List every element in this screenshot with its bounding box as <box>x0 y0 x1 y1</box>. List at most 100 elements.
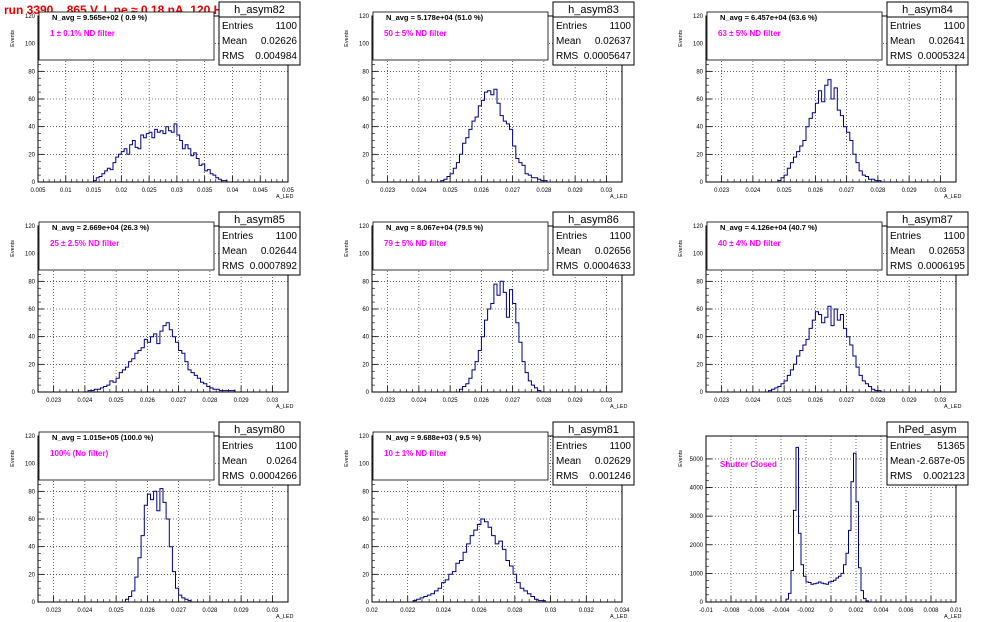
x-tick-label: -0.004 <box>772 608 790 614</box>
x-tick-label: 0.024 <box>411 398 427 404</box>
y-tick-label: 0 <box>32 600 36 606</box>
y-tick-label: 20 <box>28 362 35 368</box>
x-tick-label: 0.029 <box>902 398 918 404</box>
x-tick-label: 0.005 <box>30 188 46 194</box>
x-tick-label: 0.045 <box>253 188 269 194</box>
x-tick-label: 0.05 <box>282 188 294 194</box>
y-tick-label: 60 <box>362 97 369 103</box>
stats-label: Entries <box>890 231 921 242</box>
stats-value: 0.02656 <box>595 246 632 257</box>
y-tick-label: 20 <box>28 572 35 578</box>
chart-panel-h_asym87: 0.023 0.024 0.025 0.026 0.027 0.028 0.029 0.03 0… <box>678 211 969 410</box>
x-tick-label: 0.025 <box>443 188 459 194</box>
y-axis-label: Events <box>678 450 684 467</box>
y-tick-label: 20 <box>696 152 703 158</box>
x-tick-label: -0.008 <box>722 608 740 614</box>
filter-annotation: 79 ± 5% ND filter <box>384 239 447 248</box>
x-tick-label: 0.03 <box>267 608 279 614</box>
stats-value: 1100 <box>609 441 631 452</box>
stats-label: RMS <box>556 471 579 482</box>
stats-label: Entries <box>556 21 587 32</box>
stats-box <box>218 211 301 276</box>
y-tick-label: 120 <box>693 14 704 20</box>
stats-label: Mean <box>556 456 581 467</box>
x-tick-label: 0.03 <box>545 608 557 614</box>
y-tick-label: 40 <box>28 545 35 551</box>
navg-text: N_avg = 1.015e+05 (100.0 %) <box>52 433 154 442</box>
x-tick-label: 0.028 <box>536 398 552 404</box>
stats-value: 1100 <box>275 231 297 242</box>
x-tick-label: 0.006 <box>898 608 914 614</box>
y-tick-label: 80 <box>28 489 35 495</box>
y-tick-label: 80 <box>362 489 369 495</box>
navg-text: N_avg = 2.669e+04 (26.3 %) <box>52 223 150 232</box>
x-tick-label: 0.023 <box>46 398 62 404</box>
x-tick-label: -0.01 <box>699 608 713 614</box>
y-tick-label: 60 <box>28 307 35 313</box>
stats-value: 0.0007892 <box>250 261 298 272</box>
x-tick-label: 0.002 <box>848 608 864 614</box>
x-tick-label: 0.023 <box>714 398 730 404</box>
navg-text: N_avg = 8.067e+04 (79.5 %) <box>386 223 484 232</box>
stats-label: Entries <box>556 441 587 452</box>
y-tick-label: 0 <box>366 390 370 396</box>
y-tick-label: 20 <box>362 362 369 368</box>
x-tick-label: 0.03 <box>935 398 947 404</box>
stats-label: Mean <box>890 246 915 257</box>
stats-value: 0.0005324 <box>918 51 966 62</box>
y-tick-label: 20 <box>362 572 369 578</box>
y-tick-label: 20 <box>28 152 35 158</box>
x-tick-label: 0.024 <box>77 398 93 404</box>
histogram-line <box>125 488 192 602</box>
x-tick-label: 0.035 <box>197 188 213 194</box>
y-tick-label: 100 <box>25 42 36 48</box>
y-tick-label: 100 <box>359 252 370 258</box>
stats-value: 1100 <box>943 231 965 242</box>
x-tick-label: 0.028 <box>202 608 218 614</box>
x-tick-label: 0.025 <box>142 188 158 194</box>
stats-value: 0.02637 <box>595 36 632 47</box>
x-tick-label: 0.004 <box>873 608 889 614</box>
y-tick-label: 80 <box>28 279 35 285</box>
stats-value: 0.0004633 <box>584 261 632 272</box>
chart-panel-h_asym80: 0.023 0.024 0.025 0.026 0.027 0.028 0.029 0.03 0… <box>10 421 301 620</box>
x-tick-label: -0.002 <box>797 608 815 614</box>
stats-box <box>218 421 301 486</box>
x-tick-label: 0.027 <box>505 188 521 194</box>
x-tick-label: -0.006 <box>747 608 765 614</box>
y-tick-label: 0 <box>32 390 36 396</box>
stats-value: 0.02644 <box>261 246 298 257</box>
x-tick-label: 0.026 <box>474 398 490 404</box>
navg-text: N_avg = 9.688e+03 ( 9.5 %) <box>386 433 482 442</box>
histogram-title: h_asym80 <box>234 424 285 436</box>
x-tick-label: 0.026 <box>140 608 156 614</box>
navg-text: N_avg = 4.126e+04 (40.7 %) <box>720 223 818 232</box>
y-tick-label: 80 <box>362 69 369 75</box>
navg-box <box>706 11 883 61</box>
x-tick-label: 0.02 <box>115 188 127 194</box>
stats-value: 0.0006195 <box>918 261 966 272</box>
y-tick-label: 100 <box>359 42 370 48</box>
y-tick-label: 40 <box>28 335 35 341</box>
stats-value: 0.02629 <box>595 456 632 467</box>
histogram-title: h_asym81 <box>568 424 619 436</box>
stats-value: 0.0004266 <box>250 471 298 482</box>
y-axis-label: Events <box>344 30 350 47</box>
x-tick-label: 0.027 <box>171 398 187 404</box>
y-axis-label: Events <box>10 30 16 47</box>
y-tick-label: 0 <box>700 390 704 396</box>
filter-annotation: 40 ± 4% ND filter <box>718 239 781 248</box>
stats-label: RMS <box>222 471 245 482</box>
y-tick-label: 0 <box>700 600 704 606</box>
stats-label: Mean <box>890 36 915 47</box>
x-tick-label: 0.028 <box>870 188 886 194</box>
stats-label: Mean <box>222 36 247 47</box>
y-tick-label: 5000 <box>690 457 704 463</box>
navg-box <box>38 431 215 481</box>
y-tick-label: 20 <box>362 152 369 158</box>
x-tick-label: 0.026 <box>808 188 824 194</box>
histogram-title: h_asym86 <box>568 214 619 226</box>
stats-value: 1100 <box>609 21 631 32</box>
stats-label: RMS <box>222 51 245 62</box>
y-tick-label: 80 <box>696 279 703 285</box>
